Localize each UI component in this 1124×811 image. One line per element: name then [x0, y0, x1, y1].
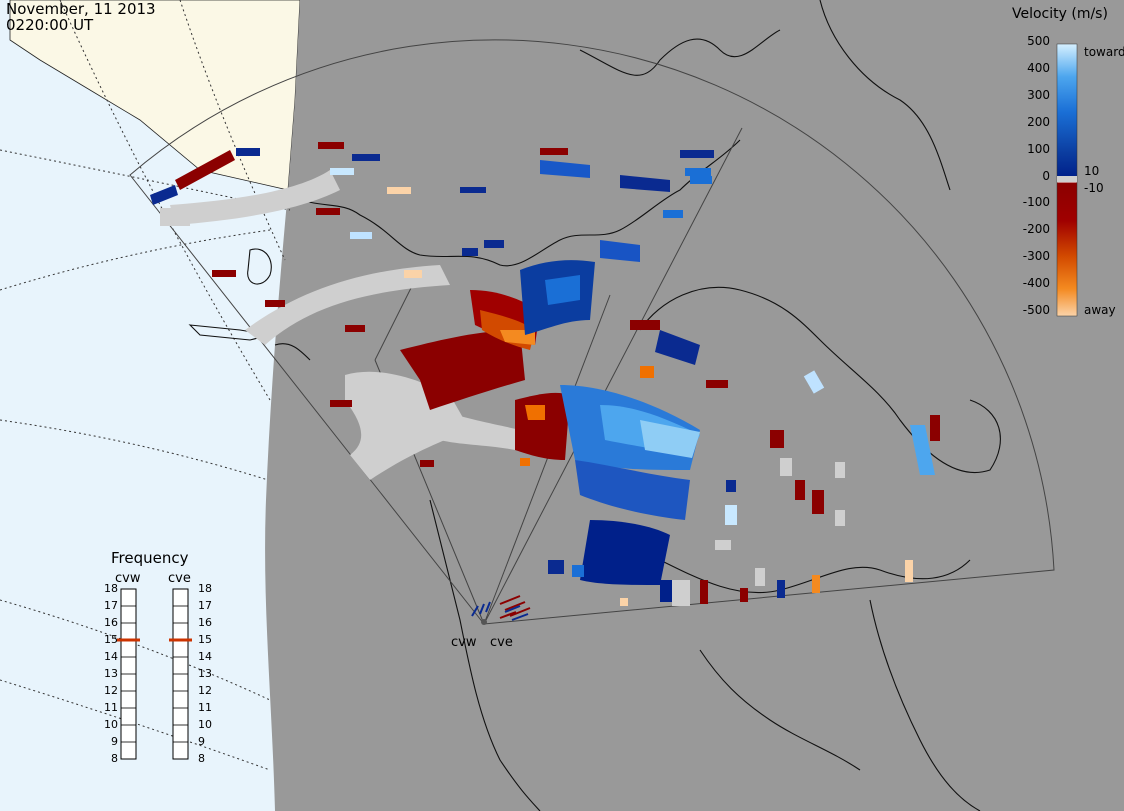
frequency-tick-label: 8 [111, 752, 118, 765]
colorbar-tick-label: -300 [1022, 249, 1050, 264]
frequency-tick-label: 8 [198, 752, 205, 765]
colorbar-tick-label: 500 [1027, 34, 1050, 48]
away-label: away [1084, 303, 1116, 317]
frequency-tick-label: 16 [198, 616, 212, 629]
away-echoes [175, 150, 660, 460]
colorbar-tick-label: 0 [1042, 168, 1050, 183]
frequency-tick-label: 9 [198, 735, 205, 748]
frequency-tick-label: 10 [198, 718, 212, 731]
colorbar-tick-label: -500 [1022, 303, 1050, 317]
frequency-tick-label: 13 [198, 667, 212, 680]
graticule-lines [0, 0, 291, 771]
colorbar-title: Velocity (m/s) [1012, 6, 1108, 22]
colorbar-inner-label: -10 [1084, 181, 1104, 195]
frequency-tick-label: 12 [198, 684, 212, 697]
ground-scatter [440, 410, 520, 450]
site-label-cvw: cvw [451, 635, 477, 650]
cve-gauge-label: cve [168, 571, 191, 586]
time-label: 0220:00 UT [6, 16, 94, 34]
beam-boundary [483, 294, 611, 625]
colorbar-tick-label: -400 [1022, 276, 1050, 291]
frequency-tick-label: 10 [104, 718, 118, 731]
colorbar-tick-label: 100 [1027, 141, 1050, 156]
frequency-tick-label: 13 [104, 667, 118, 680]
frequency-tick-label: 17 [104, 599, 118, 612]
colorbar-tick-label: 200 [1027, 114, 1050, 129]
scatter-cells [160, 142, 940, 606]
frequency-tick-label: 11 [104, 701, 118, 714]
frequency-tick-label: 15 [104, 633, 118, 646]
coastlines [188, 0, 1001, 811]
toward-label: toward [1084, 45, 1124, 59]
velocity-colorbar [1056, 43, 1078, 317]
frequency-tick-label: 17 [198, 599, 212, 612]
ground-scatter [245, 265, 450, 345]
cvw-gauge-label: cvw [115, 571, 141, 586]
ground-scatter [170, 170, 340, 225]
frequency-tick-label: 14 [104, 650, 118, 663]
site-label-cve: cve [490, 635, 513, 650]
date-label: November, 11 2013 [6, 0, 156, 18]
field-of-view [129, 39, 1055, 625]
frequency-title: Frequency [111, 549, 189, 567]
colorbar-tick-label: 400 [1027, 60, 1050, 75]
beam-boundary [483, 127, 743, 625]
frequency-gauges [117, 588, 192, 760]
colorbar-inner-label: 10 [1084, 164, 1100, 178]
frequency-tick-label: 9 [111, 735, 118, 748]
colorbar-tick-label: -200 [1022, 222, 1050, 237]
colorbar-tick-label: 300 [1027, 87, 1050, 102]
frequency-tick-label: 16 [104, 616, 118, 629]
colorbar-tick-label: -100 [1022, 195, 1050, 210]
frequency-tick-label: 18 [198, 582, 212, 595]
frequency-tick-label: 12 [104, 684, 118, 697]
frequency-tick-label: 11 [198, 701, 212, 714]
frequency-tick-label: 15 [198, 633, 212, 646]
projection-gray-area [265, 0, 1124, 811]
radar-sites [471, 595, 531, 625]
toward-echoes [150, 160, 935, 585]
frequency-tick-label: 18 [104, 582, 118, 595]
frequency-tick-label: 14 [198, 650, 212, 663]
